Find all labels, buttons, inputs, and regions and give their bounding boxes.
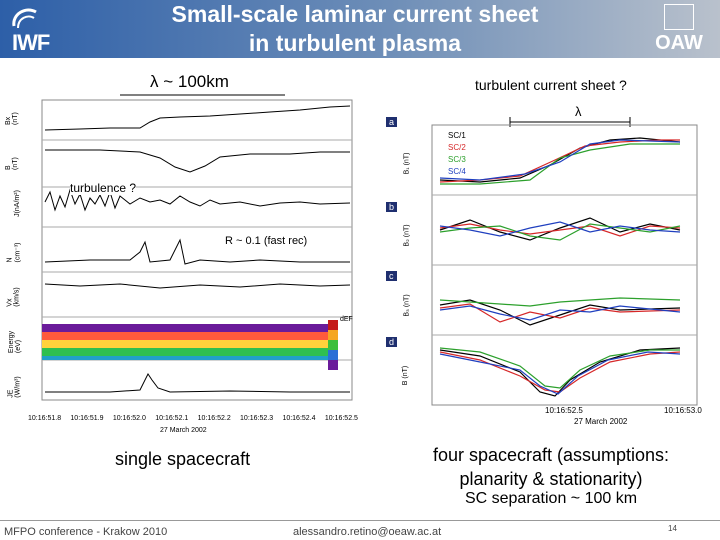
vx-trace bbox=[44, 283, 351, 289]
legend-sc3: SC/3 bbox=[448, 155, 466, 164]
c-sc2 bbox=[439, 303, 681, 323]
turbulence-label: turbulence ? bbox=[70, 181, 137, 195]
ylabel-vx: Vx (km/s) bbox=[6, 287, 21, 307]
oaw-logo-text: OAW bbox=[655, 32, 703, 54]
fast-rec-label: R ~ 0.1 (fast rec) bbox=[225, 235, 308, 247]
single-spacecraft-caption: single spacecraft bbox=[115, 449, 251, 469]
je-trace bbox=[45, 373, 350, 393]
right-tick-2: 10:16:53.0 bbox=[664, 406, 702, 415]
right-ylabel-d: B (nT) bbox=[402, 365, 410, 386]
sc-separation-caption: SC separation ~ 100 km bbox=[464, 490, 638, 507]
left-plot-frame bbox=[41, 99, 353, 401]
lambda-label: λ ~ 100km bbox=[150, 72, 229, 91]
title-line-2: in turbulent plasma bbox=[248, 30, 462, 56]
footer-divider bbox=[0, 520, 720, 521]
tick: 10:16:52.3 bbox=[240, 415, 274, 422]
ylabel-bx: Bx (nT) bbox=[5, 112, 19, 125]
tick: 10:16:52.5 bbox=[324, 415, 358, 422]
energy-spectrogram bbox=[42, 324, 332, 360]
oaw-logo: OAW bbox=[644, 4, 714, 54]
tick: 10:16:51.9 bbox=[70, 415, 104, 422]
footer-email: alessandro.retino@oeaw.ac.at bbox=[293, 526, 442, 538]
iwf-logo: IWF bbox=[6, 6, 70, 55]
title-line-1: Small-scale laminar current sheet bbox=[171, 1, 539, 27]
n-trace bbox=[44, 238, 350, 265]
swirl-icon bbox=[12, 8, 37, 29]
right-lambda-label: λ bbox=[575, 104, 582, 119]
ylabel-b: B (nT) bbox=[5, 157, 19, 170]
d-sc2 bbox=[439, 351, 681, 393]
d-sc3 bbox=[439, 347, 680, 389]
left-date: 27 March 2002 bbox=[160, 427, 207, 434]
turbulent-sheet-label: turbulent current sheet ? bbox=[475, 77, 627, 93]
c-sc4 bbox=[439, 305, 681, 321]
bx-trace bbox=[44, 105, 351, 131]
four-spacecraft-figure bbox=[431, 117, 698, 406]
panel-b-label: b bbox=[386, 202, 398, 212]
c-sc3 bbox=[439, 297, 681, 307]
right-ylabel-a: B₁ (nT) bbox=[403, 152, 411, 175]
legend-sc4: SC/4 bbox=[448, 167, 466, 176]
right-ylabel-c: B₃ (nT) bbox=[403, 294, 411, 317]
four-sc-line-2: planarity & stationarity) bbox=[459, 469, 643, 489]
tick: 10:16:51.8 bbox=[28, 415, 62, 422]
a-sc4 bbox=[439, 139, 681, 181]
tick: 10:16:52.2 bbox=[197, 415, 231, 422]
iwf-logo-text: IWF bbox=[12, 30, 50, 55]
panel-d-label: d bbox=[386, 337, 398, 347]
right-ylabel-b: B₂ (nT) bbox=[403, 224, 411, 247]
ylabel-j: J(nA/m²) bbox=[13, 190, 21, 217]
b-sc4 bbox=[439, 221, 681, 237]
a-sc3 bbox=[440, 143, 680, 185]
ylabel-je: JE (W/m³) bbox=[7, 376, 22, 398]
d-sc4 bbox=[439, 351, 681, 395]
four-sc-line-1: four spacecraft (assumptions: bbox=[432, 445, 670, 465]
tick: 10:16:52.1 bbox=[155, 415, 189, 422]
sc-legend: SC/1 SC/2 SC/3 SC/4 bbox=[448, 130, 466, 178]
a-sc2 bbox=[439, 139, 680, 183]
a-sc1 bbox=[439, 137, 681, 183]
four-spacecraft-caption: four spacecraft (assumptions: planarity … bbox=[396, 443, 706, 491]
legend-sc1: SC/1 bbox=[448, 131, 466, 140]
colorbar bbox=[328, 320, 338, 370]
ylabel-n: N (cm⁻³) bbox=[6, 242, 22, 263]
left-time-ticks: 10:16:51.8 10:16:51.9 10:16:52.0 10:16:5… bbox=[28, 415, 358, 422]
b-trace bbox=[45, 149, 350, 173]
tick: 10:16:52.4 bbox=[282, 415, 316, 422]
footer-conference: MFPO conference - Krakow 2010 bbox=[4, 526, 168, 538]
b-sc3 bbox=[439, 223, 681, 241]
right-tick-1: 10:16:52.5 bbox=[545, 406, 583, 415]
tick: 10:16:52.0 bbox=[112, 415, 146, 422]
b-sc1 bbox=[439, 217, 681, 241]
page-number: 14 bbox=[668, 524, 677, 533]
ylabel-energy: Energy (eV) bbox=[8, 330, 23, 354]
building-icon bbox=[664, 4, 694, 30]
c-sc1 bbox=[439, 299, 681, 326]
legend-sc2: SC/2 bbox=[448, 143, 466, 152]
panel-c-label: c bbox=[386, 271, 397, 281]
colorbar-label: dEF bbox=[340, 316, 353, 323]
slide-header: IWF Small-scale laminar current sheet in… bbox=[0, 0, 720, 58]
right-date: 27 March 2002 bbox=[574, 417, 628, 426]
single-spacecraft-figure bbox=[41, 94, 353, 401]
b-sc2 bbox=[439, 223, 681, 237]
slide-title: Small-scale laminar current sheet in tur… bbox=[110, 0, 600, 58]
panel-a-label: a bbox=[386, 117, 398, 127]
